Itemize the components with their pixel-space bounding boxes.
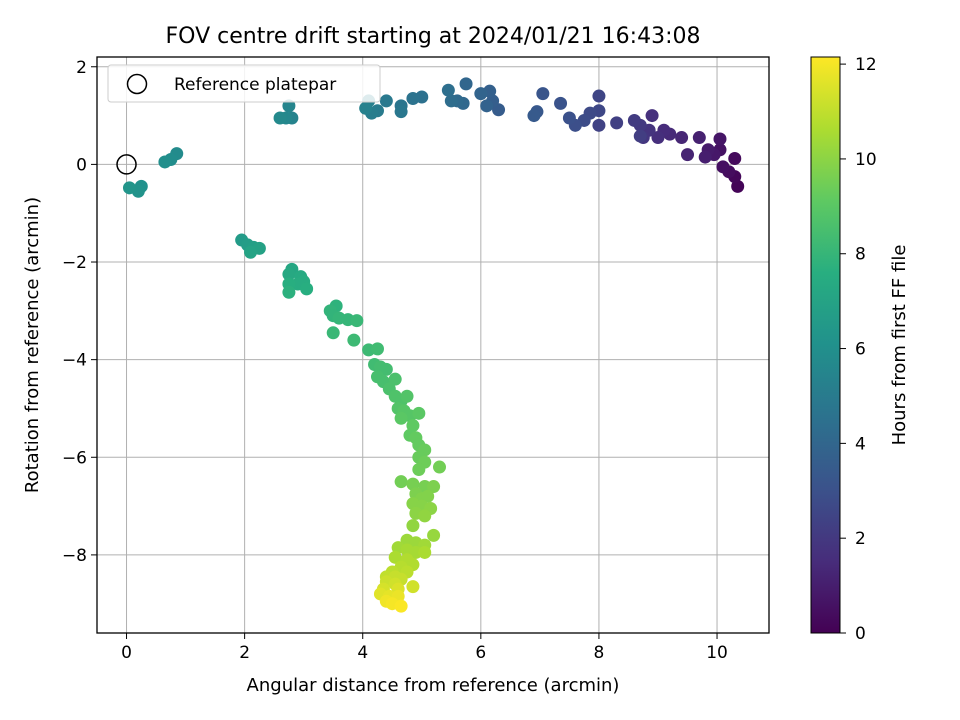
data-point	[370, 342, 384, 356]
colorbar-tick-label: 2	[855, 529, 866, 549]
grid	[97, 57, 769, 633]
data-point	[418, 545, 432, 559]
y-tick-label: −6	[62, 448, 87, 468]
data-point	[406, 477, 420, 491]
data-point	[158, 155, 172, 169]
data-point	[675, 131, 689, 145]
chart-title: FOV centre drift starting at 2024/01/21 …	[166, 24, 701, 49]
data-point	[122, 181, 136, 195]
data-point	[474, 87, 488, 101]
data-point	[633, 129, 647, 143]
data-point	[388, 372, 402, 386]
colorbar-tick-label: 4	[855, 434, 866, 454]
data-point	[427, 528, 441, 542]
data-point	[406, 580, 420, 594]
colorbar-tick-label: 10	[855, 150, 877, 170]
data-point	[480, 99, 494, 113]
data-point	[282, 99, 296, 113]
x-axis-ticks: 0 2 4 6 8 10	[121, 633, 728, 663]
data-point	[731, 179, 745, 193]
reference-platepar-marker	[116, 154, 137, 175]
x-tick-label: 8	[594, 643, 605, 663]
y-tick-label: 0	[76, 155, 87, 175]
colorbar-tick-label: 8	[855, 245, 866, 265]
data-point	[554, 96, 568, 110]
y-tick-label: 2	[76, 58, 87, 78]
data-point	[692, 131, 706, 145]
data-point	[406, 519, 420, 533]
y-tick-label: −2	[62, 253, 87, 273]
y-axis-ticks: −8 −6 −4 −2 0 2	[62, 58, 97, 566]
data-point	[412, 406, 426, 420]
plot-frame	[96, 56, 770, 634]
legend-marker-icon	[126, 73, 148, 95]
data-point	[412, 462, 426, 476]
data-point	[273, 111, 287, 125]
data-point	[394, 599, 408, 613]
data-point	[441, 83, 455, 97]
x-tick-label: 0	[121, 643, 132, 663]
data-point	[394, 411, 408, 425]
data-point	[728, 152, 742, 166]
data-point	[406, 419, 420, 433]
data-point	[536, 87, 550, 101]
colorbar	[810, 56, 841, 634]
data-point	[400, 389, 414, 403]
data-point	[713, 132, 727, 146]
data-point	[282, 267, 296, 281]
data-point	[427, 480, 441, 494]
data-point	[716, 160, 730, 174]
data-point	[527, 109, 541, 123]
data-point	[432, 460, 446, 474]
data-point	[645, 109, 659, 123]
data-point	[406, 91, 420, 105]
colorbar-ticks: 0 2 4 6 8 10 12	[840, 55, 877, 644]
x-tick-label: 4	[357, 643, 368, 663]
data-point	[592, 118, 606, 132]
x-tick-label: 2	[239, 643, 250, 663]
data-point	[394, 105, 408, 119]
data-point	[627, 113, 641, 127]
data-point	[698, 150, 712, 164]
data-point	[421, 489, 435, 503]
data-point	[388, 550, 402, 564]
data-point	[300, 282, 314, 296]
x-tick-label: 10	[706, 643, 728, 663]
colorbar-tick-label: 12	[855, 55, 877, 75]
data-point	[459, 77, 473, 91]
y-tick-label: −8	[62, 546, 87, 566]
data-point	[244, 245, 258, 259]
legend-box	[107, 64, 381, 103]
y-axis-label: Rotation from reference (arcmin)	[22, 197, 43, 493]
x-axis-label: Angular distance from reference (arcmin)	[247, 675, 620, 696]
data-point	[326, 326, 340, 340]
legend: Reference platepar	[107, 64, 381, 103]
data-point	[347, 333, 361, 347]
data-point	[610, 116, 624, 130]
data-point	[562, 111, 576, 125]
x-tick-label: 6	[475, 643, 486, 663]
colorbar-tick-label: 6	[855, 340, 866, 360]
data-point	[350, 314, 364, 328]
data-point	[444, 94, 458, 108]
colorbar-tick-label: 0	[855, 624, 866, 644]
data-point	[379, 362, 393, 376]
data-point	[359, 101, 373, 115]
data-point	[282, 285, 296, 299]
data-point	[394, 475, 408, 489]
legend-label: Reference platepar	[174, 75, 336, 95]
data-point	[681, 148, 695, 162]
data-point	[379, 94, 393, 108]
data-point	[651, 131, 665, 145]
scatter-points	[116, 77, 745, 613]
colorbar-label: Hours from first FF file	[889, 245, 910, 446]
y-tick-label: −4	[62, 351, 87, 371]
data-point	[592, 89, 606, 103]
data-point	[418, 509, 432, 523]
